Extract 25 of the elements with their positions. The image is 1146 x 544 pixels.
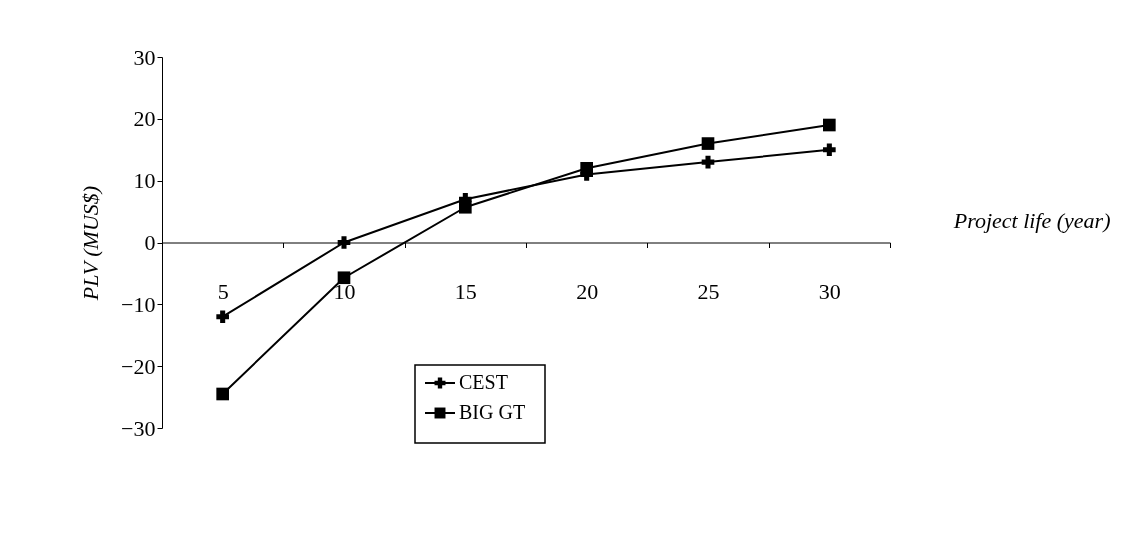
- point: [701, 137, 715, 150]
- y-tick-label: 10: [133, 168, 156, 194]
- x-tick-label: 15: [454, 279, 477, 304]
- y-tick-label: −10: [121, 291, 156, 317]
- y-tick-label: −30: [121, 415, 156, 441]
- point: [701, 155, 715, 169]
- point: [337, 271, 351, 285]
- legend-label: BIG GT: [459, 401, 526, 423]
- x-tick-label: 30: [818, 279, 841, 304]
- x-axis-title: Project life (year): [952, 208, 1111, 233]
- x-tick-label: 5: [217, 279, 229, 304]
- y-axis-title: PLV (MUS$): [78, 185, 104, 302]
- point: [216, 387, 229, 401]
- point: [823, 118, 836, 132]
- y-tick-label: −20: [121, 353, 156, 379]
- legend-label: CEST: [459, 371, 508, 393]
- point: [216, 310, 229, 324]
- x-tick-label: 10: [333, 279, 356, 304]
- y-tick-label: 20: [133, 106, 156, 132]
- y-tick-label: 30: [133, 44, 156, 70]
- point: [337, 236, 351, 249]
- y-tick-label: 0: [144, 230, 156, 255]
- x-tick-label: 25: [697, 279, 720, 304]
- x-tick-label: 20: [576, 279, 599, 304]
- point: [823, 143, 836, 157]
